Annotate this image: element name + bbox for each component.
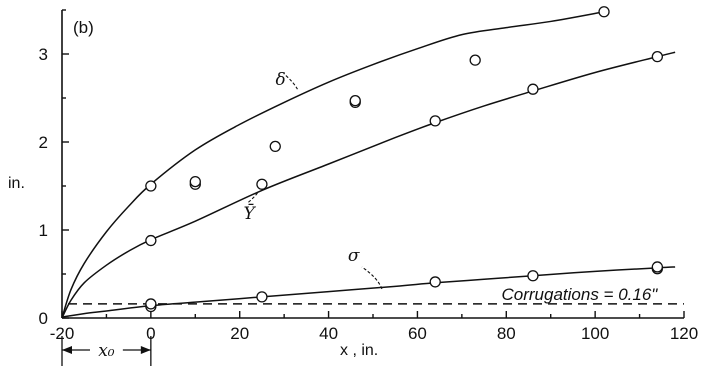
data-point-ybar <box>256 178 268 190</box>
x-tick-label: 20 <box>230 324 249 343</box>
data-point-delta <box>598 6 610 18</box>
dimension-arrowhead-left <box>62 346 72 354</box>
data-point-ybar <box>429 115 441 127</box>
y-tick-label: 2 <box>39 133 48 152</box>
data-point-delta <box>269 140 281 153</box>
y-tick-label: 0 <box>39 309 48 328</box>
data-point-delta <box>189 175 201 188</box>
dimension-label: x₀ <box>98 341 115 361</box>
dimension-arrowhead-right <box>140 346 151 354</box>
x0-dimension: x₀ <box>61 336 152 366</box>
x-tick-label: 80 <box>497 324 516 343</box>
data-point-delta <box>349 94 361 107</box>
corrugations-label: Corrugations = 0.16" <box>502 285 659 304</box>
x-tick-label: 0 <box>146 324 155 343</box>
data-point-ybar <box>145 234 157 247</box>
series-label-delta: δ <box>275 70 285 90</box>
x-tick-label: -20 <box>50 324 75 343</box>
data-point-sigma <box>651 261 663 273</box>
data-point-delta <box>145 180 157 192</box>
y-tick-label: 3 <box>39 45 48 64</box>
series-ybar: Ȳ <box>61 50 676 319</box>
series-leader-ybar <box>247 192 258 204</box>
x-axis-label: x , in. <box>340 342 378 359</box>
series-line-ybar <box>61 51 676 319</box>
x-tick-label: 60 <box>408 324 427 343</box>
data-point-sigma <box>527 270 539 282</box>
series-leader-delta <box>285 74 298 90</box>
series-line-delta <box>61 11 605 319</box>
series-group: δ Ȳσ <box>61 6 676 319</box>
panel-label: (b) <box>73 18 94 37</box>
series-label-sigma: σ <box>348 246 360 266</box>
series-line-sigma <box>61 266 676 318</box>
series-delta: δ <box>61 6 610 319</box>
x-tick-label: 100 <box>581 324 609 343</box>
data-point-sigma <box>145 298 157 310</box>
data-point-ybar <box>651 50 663 63</box>
data-point-ybar <box>527 83 539 95</box>
y-axis-label: in. <box>8 175 25 192</box>
reference-line-group: Corrugations = 0.16" <box>68 285 684 305</box>
series-sigma: σ <box>61 246 676 318</box>
data-point-sigma <box>256 291 268 303</box>
series-label-ybar: Ȳ <box>243 203 256 224</box>
x-tick-label: 120 <box>670 324 698 343</box>
series-leader-sigma <box>361 266 383 290</box>
data-point-sigma <box>429 276 441 288</box>
y-tick-label: 1 <box>39 221 48 240</box>
data-point-delta <box>469 54 481 66</box>
x-tick-label: 40 <box>319 324 338 343</box>
